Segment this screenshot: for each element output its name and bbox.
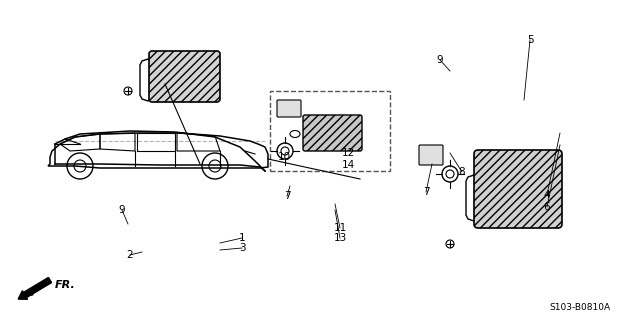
- FancyBboxPatch shape: [149, 51, 220, 102]
- Text: 7: 7: [422, 187, 429, 197]
- Text: S103-B0810A: S103-B0810A: [549, 303, 611, 313]
- FancyBboxPatch shape: [303, 115, 362, 151]
- Text: 9: 9: [118, 205, 125, 215]
- Text: 7: 7: [284, 191, 291, 201]
- Text: 1: 1: [239, 233, 245, 243]
- Text: 5: 5: [527, 35, 533, 45]
- Text: 12: 12: [341, 148, 355, 158]
- FancyArrow shape: [18, 278, 52, 299]
- Text: 2: 2: [127, 250, 133, 260]
- Text: 6: 6: [544, 202, 550, 212]
- Text: FR.: FR.: [55, 280, 76, 290]
- FancyBboxPatch shape: [474, 150, 562, 228]
- Text: 4: 4: [544, 190, 550, 200]
- Text: 14: 14: [341, 160, 355, 170]
- FancyBboxPatch shape: [419, 145, 443, 165]
- Text: 13: 13: [333, 233, 347, 243]
- Text: 3: 3: [239, 243, 245, 253]
- Text: 10: 10: [277, 152, 291, 162]
- Text: 8: 8: [459, 167, 465, 177]
- FancyBboxPatch shape: [277, 100, 301, 117]
- Text: 11: 11: [333, 223, 347, 233]
- Text: 9: 9: [436, 55, 444, 65]
